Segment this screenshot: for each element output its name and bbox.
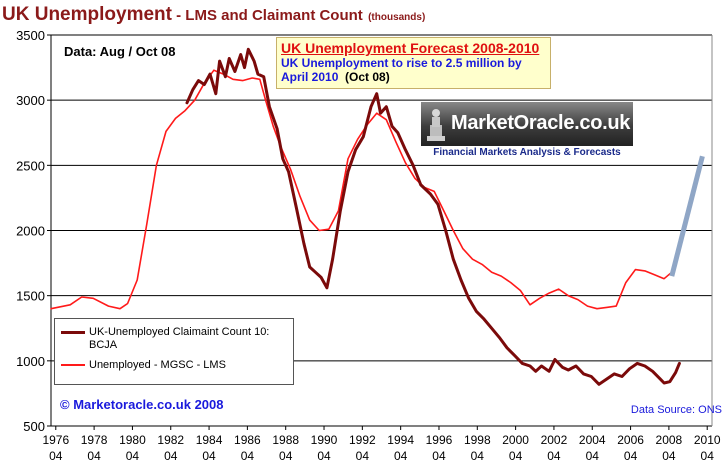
- legend-swatch-claimant: [61, 331, 85, 334]
- x-tick-month-1976: 04: [49, 449, 63, 463]
- x-tick-label-1984: 1984: [196, 433, 223, 447]
- x-tick-month-2000: 04: [509, 449, 523, 463]
- x-tick-label-2008: 2008: [656, 433, 683, 447]
- x-tick-month-2004: 04: [586, 449, 600, 463]
- legend-swatch-lms: [61, 364, 85, 366]
- forecast-line-1: UK Unemployment to rise to 2.5 million b…: [281, 56, 522, 70]
- x-tick-label-2002: 2002: [541, 433, 568, 447]
- title-unit-text: (thousands): [368, 12, 426, 23]
- x-tick-label-1998: 1998: [464, 433, 491, 447]
- series-line-1: [50, 69, 679, 310]
- y-tick-label-1500: 1500: [16, 289, 45, 304]
- x-tick-label-1992: 1992: [349, 433, 376, 447]
- oracle-statue-icon: [427, 109, 445, 141]
- copyright-text: © Marketoracle.co.uk 2008: [60, 397, 224, 412]
- x-tick-label-1978: 1978: [81, 433, 108, 447]
- x-tick-month-2006: 04: [624, 449, 638, 463]
- forecast-line-2: April 2010 (Oct 08): [281, 70, 546, 84]
- y-tick-label-3000: 3000: [16, 93, 45, 108]
- y-axis-ticks: 500 1000 1500 2000 2500 3000 3500: [16, 28, 51, 434]
- x-tick-month-2008: 04: [662, 449, 676, 463]
- series-line-0: [185, 47, 681, 386]
- y-tick-label-2000: 2000: [16, 224, 45, 239]
- series-line-2: [669, 155, 705, 277]
- x-tick-month-1988: 04: [279, 449, 293, 463]
- x-tick-label-1990: 1990: [311, 433, 338, 447]
- y-tick-label-2500: 2500: [16, 158, 45, 173]
- x-tick-month-1984: 04: [202, 449, 216, 463]
- x-tick-label-1988: 1988: [272, 433, 299, 447]
- title-sub-text: - LMS and Claimant Count: [171, 7, 363, 24]
- x-tick-label-2000: 2000: [502, 433, 529, 447]
- series-lines: [50, 47, 705, 386]
- forecast-text: UK Unemployment to rise to 2.5 million b…: [281, 56, 546, 84]
- logo-band: [421, 102, 633, 146]
- x-tick-label-1994: 1994: [387, 433, 414, 447]
- x-tick-month-1986: 04: [241, 449, 255, 463]
- x-tick-label-1982: 1982: [157, 433, 184, 447]
- forecast-title: UK Unemployment Forecast 2008-2010: [281, 40, 540, 56]
- x-tick-label-1976: 1976: [42, 433, 69, 447]
- y-tick-label-3500: 3500: [16, 28, 45, 43]
- y-tick-label-500: 500: [23, 419, 45, 434]
- chart-legend: UK-Unemployed Claimaint Count 10: BCJA U…: [54, 318, 294, 385]
- legend-label-lms: Unemployed - MGSC - LMS: [89, 359, 226, 371]
- x-tick-label-1996: 1996: [426, 433, 453, 447]
- x-tick-label-1980: 1980: [119, 433, 146, 447]
- x-tick-month-1994: 04: [394, 449, 408, 463]
- x-tick-month-1978: 04: [87, 449, 101, 463]
- x-tick-label-1986: 1986: [234, 433, 261, 447]
- data-date-note: Data: Aug / Oct 08: [64, 44, 176, 59]
- x-tick-month-1980: 04: [126, 449, 140, 463]
- forecast-line-2-note: (Oct 08): [345, 70, 390, 84]
- x-tick-month-2010: 04: [701, 449, 715, 463]
- x-tick-label-2010: 2010: [694, 433, 721, 447]
- x-tick-label-2004: 2004: [579, 433, 606, 447]
- title-main-text: UK Unemployment: [2, 4, 172, 25]
- logo-text: MarketOracle.co.uk: [451, 112, 631, 134]
- x-tick-month-1990: 04: [317, 449, 331, 463]
- x-tick-month-1998: 04: [471, 449, 485, 463]
- data-source-text: Data Source: ONS: [630, 404, 722, 416]
- x-tick-month-1992: 04: [356, 449, 370, 463]
- x-tick-month-2002: 04: [547, 449, 561, 463]
- x-tick-label-2006: 2006: [617, 433, 644, 447]
- marketoracle-logo: MarketOracle.co.uk Financial Markets Ana…: [421, 102, 633, 161]
- logo-tagline: Financial Markets Analysis & Forecasts: [433, 147, 621, 158]
- x-tick-month-1996: 04: [432, 449, 446, 463]
- legend-label-claimant: UK-Unemployed Claimaint Count 10: BCJA: [89, 326, 270, 351]
- grid-lines: [51, 34, 712, 362]
- chart-title: UK Unemployment - LMS and Claimant Count…: [2, 4, 425, 26]
- x-axis-ticks: 1976 04 1978 04 1980 04 1982 04 1984 04 1986 04 1988…: [42, 426, 721, 463]
- y-tick-label-1000: 1000: [16, 354, 45, 369]
- x-tick-month-1982: 04: [164, 449, 178, 463]
- forecast-line-2-date: April 2010: [281, 70, 339, 84]
- forecast-box: UK Unemployment Forecast 2008-2010 UK Un…: [276, 37, 551, 89]
